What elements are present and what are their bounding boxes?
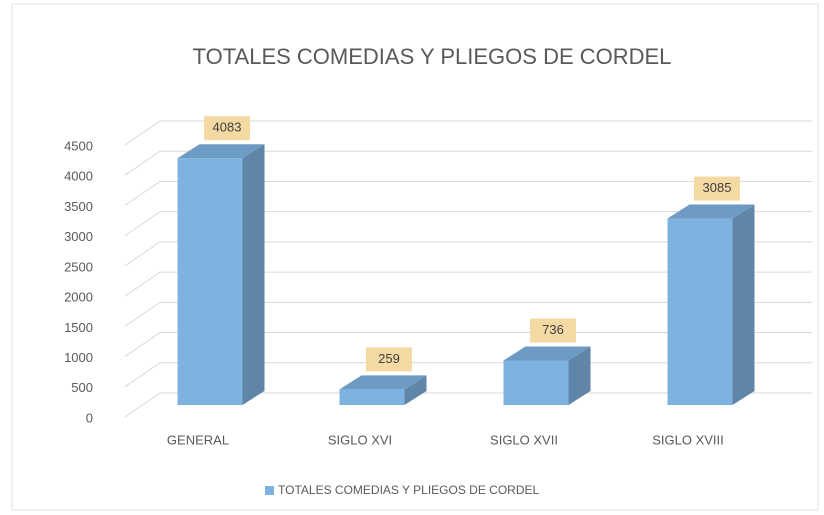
legend-label: TOTALES COMEDIAS Y PLIEGOS DE CORDEL — [278, 483, 540, 497]
bar-top — [503, 346, 591, 361]
bar-top — [339, 375, 427, 390]
grid-line — [124, 362, 812, 388]
y-tick-label: 0 — [86, 410, 93, 425]
bar-top — [177, 144, 265, 159]
bar — [177, 158, 243, 405]
bar-side — [242, 144, 265, 406]
data-label: 3085 — [703, 180, 732, 195]
grid-line — [124, 301, 812, 327]
y-tick-label: 1000 — [64, 350, 93, 365]
y-tick-label: 2000 — [64, 290, 93, 305]
data-label: 736 — [542, 322, 564, 337]
grid-line — [124, 150, 812, 176]
y-tick-label: 4500 — [64, 138, 93, 153]
data-label-box — [694, 176, 740, 201]
bar — [339, 389, 405, 405]
y-tick-label: 3500 — [64, 199, 93, 214]
grid-line — [124, 120, 812, 146]
bar-top — [667, 204, 755, 219]
bar-side — [732, 204, 755, 405]
bar-side — [404, 375, 427, 405]
y-tick-label: 500 — [71, 380, 93, 395]
grid-line — [124, 241, 812, 267]
x-tick-label: SIGLO XVI — [328, 432, 392, 447]
data-label-box — [530, 318, 576, 343]
y-tick-label: 3000 — [64, 229, 93, 244]
grid-line — [124, 271, 812, 297]
grid-line — [124, 392, 812, 418]
grid-line — [124, 211, 812, 237]
x-tick-label: SIGLO XVII — [490, 432, 558, 447]
data-label-box — [204, 116, 250, 141]
x-tick-label: SIGLO XVIII — [652, 432, 724, 447]
x-tick-label: GENERAL — [167, 432, 229, 447]
grid-line — [124, 180, 812, 206]
grid-line — [124, 332, 812, 357]
y-tick-label: 2500 — [64, 259, 93, 274]
chart-title: TOTALES COMEDIAS Y PLIEGOS DE CORDEL — [193, 44, 672, 69]
y-tick-label: 4000 — [64, 169, 93, 184]
data-label-box — [366, 347, 412, 372]
legend-swatch — [265, 486, 274, 495]
y-tick-label: 1500 — [64, 320, 93, 335]
bar — [667, 218, 733, 405]
data-label: 4083 — [213, 120, 242, 135]
bar-side — [568, 346, 591, 405]
data-label: 259 — [378, 351, 400, 366]
bar — [503, 360, 569, 405]
